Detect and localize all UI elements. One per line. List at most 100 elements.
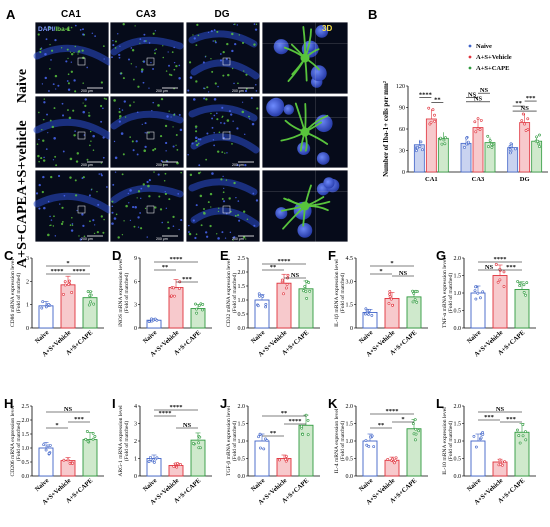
data-point [147,320,151,323]
micrograph-r1-c1: 200 μm [109,95,185,169]
data-point [538,145,541,149]
data-point [500,460,504,464]
data-point [201,303,205,306]
data-point [365,309,369,313]
y-tick-label: 0.0 [454,474,462,480]
y-tick-label: 0.0 [346,474,354,480]
category-label: Naive [358,477,375,493]
data-point [85,430,89,433]
data-point [387,302,391,305]
data-point [67,283,71,286]
panel-label-f: F [328,248,336,263]
data-point [521,434,525,438]
data-point [307,281,311,284]
data-point [306,433,310,437]
sig-bracket-left: ** [370,422,392,429]
data-point [300,424,303,428]
column-title-dg: DG [215,9,230,20]
data-point [302,289,306,293]
panel-label-d: D [112,248,121,263]
y-tick-label: 1.5 [454,422,462,428]
data-point [433,113,436,117]
bar-ca3-1 [472,127,484,173]
sig-bracket-right: *** [176,276,198,283]
y-tick-label: 0.5 [346,457,354,463]
sig-bracket-b-1-label: ** [434,96,441,103]
data-point [473,289,477,292]
data-point [262,447,266,451]
y-axis-sublabel: (Fold of matched) [231,421,238,462]
bar-2 [190,308,206,329]
y-tick-label: 0.0 [238,474,246,480]
data-point [465,142,469,146]
sig-bracket-right: *** [68,416,90,423]
stain-label-iba1: Iba-1 [55,26,71,33]
data-point [465,136,469,140]
chart-j: J 0.0 0.5 1.0 1.5 2.0 TGF-β mRNA expression le… [220,396,320,506]
y-tick-label: 0.5 [22,460,30,466]
data-point [394,456,398,460]
data-point [304,413,308,417]
data-point [502,285,506,288]
micrograph-r0-c2: 200 μm [185,21,261,95]
category-label: Naive [466,329,483,345]
data-point [412,292,416,295]
y-axis-sublabel: (Fold of matched) [231,273,238,314]
scale-bar-label: 200 μm [81,89,93,93]
data-point [197,441,200,445]
data-point [308,289,312,293]
y-tick-label: 1.5 [346,422,354,428]
sig-bracket-left: * [46,422,68,429]
data-point [418,144,422,148]
bar-dg-0 [507,147,519,173]
y-tick-label: 3 [134,422,137,428]
data-point [393,459,397,462]
y-axis-sublabel: (Fold of matched) [339,273,346,314]
sig-bracket-b-7-label: *** [526,95,536,102]
y-tick-label: 6 [134,279,137,285]
data-point [474,445,478,449]
micrograph-r2-c1: 200 μm [109,169,185,243]
legend: Naive A+S+Vehicle A+S+CAPE [468,43,512,72]
data-point [474,297,478,301]
data-point [522,283,526,287]
data-point [499,462,503,466]
sig-bracket-outer: NS [46,406,90,413]
y-tick-label: 0.0 [238,326,246,332]
y-tick-label: 2.0 [454,404,462,410]
data-point [433,119,437,123]
sig-bracket-right: **** [284,418,306,425]
data-point [474,285,477,289]
data-point [535,135,538,139]
data-point [63,283,67,287]
data-point [488,139,492,143]
y-tick-label: 1 [26,303,29,309]
y-axis-label: CD86 mRNA expression level [10,258,16,327]
bar-1 [384,297,400,329]
y-tick-label: 0.5 [238,312,246,318]
sig-bracket-b-7: *** [524,95,537,102]
sig-bracket-left: **** [154,410,176,417]
data-point [463,145,466,149]
scale-bar-label: 200 μm [156,163,168,167]
panel-label-b: B [368,7,377,22]
data-point [195,311,198,315]
sig-bracket-right: **** [68,268,90,275]
legend-label: A+S+CAPE [476,65,509,72]
data-point [173,294,176,298]
sig-bracket-right-label: **** [289,418,302,425]
data-point [481,432,485,436]
data-point [170,294,173,298]
sig-bracket-right: NS [392,270,414,277]
sig-bracket-right-label: NS [291,272,300,279]
y-tick-label: 0 [134,326,137,332]
sig-bracket-b-0-label: **** [419,91,432,98]
sig-bracket-right-label: *** [74,416,84,423]
y-axis-sublabel: (Fold of matched) [447,273,454,314]
data-point [427,106,431,110]
data-point [86,439,90,443]
data-point [369,435,373,439]
micrograph-grid: 200 μm 200 μm 200 μm 200 μm 200 μm 200 μm 200 … [33,21,349,243]
data-point [303,285,307,288]
